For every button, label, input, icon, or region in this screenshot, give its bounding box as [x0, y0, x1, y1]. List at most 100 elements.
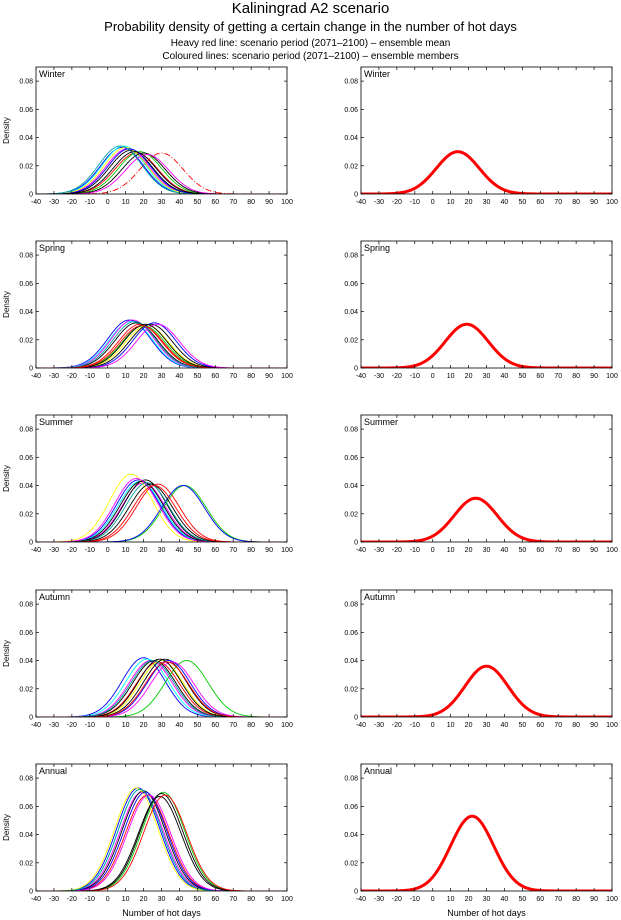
member-line-10	[36, 794, 287, 891]
member-line-12	[36, 483, 287, 542]
x-tick-label: 20	[140, 547, 148, 554]
y-tick-label: 0.06	[19, 281, 33, 288]
y-tick-label: 0.08	[19, 602, 33, 609]
member-line-11	[36, 788, 287, 891]
x-tick-label: 70	[229, 547, 237, 554]
x-tick-label: 90	[590, 199, 598, 206]
ensemble-mean-line	[361, 150, 612, 194]
x-tick-label: 70	[554, 199, 562, 206]
y-tick-label: 0	[29, 715, 33, 722]
member-line-2	[36, 145, 287, 194]
x-tick-label: 60	[211, 373, 219, 380]
x-tick-label: 70	[554, 896, 562, 903]
x-tick-label: 100	[281, 199, 293, 206]
x-tick-label: 0	[106, 373, 110, 380]
y-tick-label: 0.02	[344, 337, 358, 344]
x-tick-label: -40	[31, 373, 41, 380]
member-line-12	[36, 151, 287, 194]
member-line-5	[36, 483, 287, 542]
y-tick-label: 0.08	[19, 427, 33, 434]
x-tick-label: 70	[229, 373, 237, 380]
x-tick-label: 20	[465, 896, 473, 903]
x-tick-label: -10	[85, 547, 95, 554]
x-tick-label: 60	[211, 199, 219, 206]
x-tick-label: 100	[606, 547, 618, 554]
x-tick-label: 10	[122, 199, 130, 206]
x-tick-label: 30	[483, 373, 491, 380]
x-tick-label: -10	[410, 199, 420, 206]
x-tick-label: 80	[247, 199, 255, 206]
y-axis-label: Density	[2, 291, 11, 318]
x-tick-label: -40	[356, 547, 366, 554]
x-tick-label: -10	[410, 896, 420, 903]
x-tick-label: 70	[229, 722, 237, 729]
x-tick-label: 50	[518, 199, 526, 206]
season-label: Winter	[364, 69, 390, 79]
plot-frame	[35, 763, 288, 892]
x-tick-label: 50	[518, 547, 526, 554]
member-line-6	[36, 660, 287, 717]
member-line-6	[36, 791, 287, 891]
x-axis-label: Number of hot days	[447, 908, 526, 918]
season-label: Spring	[39, 243, 65, 253]
x-tick-label: 10	[447, 199, 455, 206]
x-tick-label: 60	[536, 373, 544, 380]
x-tick-label: -40	[31, 896, 41, 903]
x-tick-label: 80	[572, 722, 580, 729]
y-tick-label: 0.02	[19, 163, 33, 170]
x-tick-label: 70	[229, 896, 237, 903]
member-line-2	[36, 788, 287, 891]
x-tick-label: -40	[31, 199, 41, 206]
x-tick-label: -30	[374, 199, 384, 206]
figure-title: Kaliningrad A2 scenario	[231, 0, 390, 17]
x-tick-label: 20	[465, 199, 473, 206]
x-tick-label: -40	[356, 199, 366, 206]
member-line-9	[36, 485, 287, 542]
x-tick-label: 90	[590, 722, 598, 729]
x-tick-label: 60	[536, 722, 544, 729]
x-tick-label: 30	[483, 199, 491, 206]
member-line-3	[36, 319, 287, 368]
member-line-7	[36, 146, 287, 194]
y-tick-label: 0	[354, 540, 358, 547]
x-tick-label: 10	[447, 373, 455, 380]
x-tick-label: 70	[554, 373, 562, 380]
plot-frame	[360, 414, 613, 543]
y-tick-label: 0.08	[19, 776, 33, 783]
x-tick-label: 40	[501, 722, 509, 729]
x-tick-label: 40	[176, 896, 184, 903]
x-tick-label: -20	[67, 722, 77, 729]
y-tick-label: 0.06	[19, 804, 33, 811]
x-tick-label: -10	[410, 373, 420, 380]
y-tick-label: 0.04	[344, 135, 358, 142]
x-tick-label: 40	[501, 199, 509, 206]
x-tick-label: 40	[176, 373, 184, 380]
member-line-3	[36, 791, 287, 891]
y-tick-label: 0.02	[19, 860, 33, 867]
y-tick-label: 0.08	[344, 602, 358, 609]
x-tick-label: -10	[85, 199, 95, 206]
panel-spring-right: -40 -30 -20 -10 0 10 20 30 40 50 60 70 80 90 100 0 0.02 0…	[344, 240, 618, 380]
x-tick-label: 30	[158, 896, 166, 903]
x-tick-label: 30	[158, 722, 166, 729]
member-line-7	[36, 787, 287, 891]
x-tick-label: 80	[247, 722, 255, 729]
x-tick-label: 50	[518, 896, 526, 903]
series-group	[361, 664, 612, 717]
x-tick-label: -20	[392, 722, 402, 729]
x-tick-label: 10	[447, 722, 455, 729]
x-tick-label: 0	[431, 547, 435, 554]
y-tick-label: 0.04	[344, 483, 358, 490]
member-line-10	[36, 478, 287, 542]
x-tick-label: 100	[606, 722, 618, 729]
x-tick-label: -10	[85, 722, 95, 729]
x-tick-label: 50	[518, 373, 526, 380]
x-tick-label: -30	[49, 896, 59, 903]
x-tick-label: 70	[229, 199, 237, 206]
x-tick-label: -30	[374, 722, 384, 729]
x-tick-label: 80	[247, 547, 255, 554]
panel-spring-left: -40 -30 -20 -10 0 10 20 30 40 50 60 70 80 90 100 0 0.02 0…	[2, 240, 293, 380]
ensemble-mean-line	[361, 814, 612, 891]
season-label: Winter	[39, 69, 65, 79]
x-tick-label: 20	[465, 722, 473, 729]
